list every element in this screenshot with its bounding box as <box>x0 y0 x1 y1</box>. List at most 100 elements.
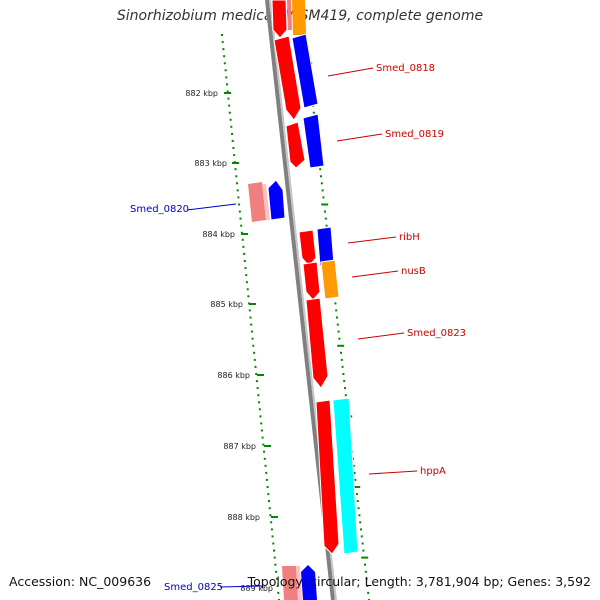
ruler-dot <box>256 387 259 390</box>
leader-nusb <box>351 270 399 278</box>
tick-label-882: 882 kbp <box>185 89 218 98</box>
gene-label-smed-0819[interactable]: Smed_0819 <box>385 129 444 140</box>
ruler-dot <box>236 182 238 185</box>
tick-label-887: 887 kbp <box>223 442 256 451</box>
ruler-dot <box>231 132 233 135</box>
ruler-dot <box>335 309 338 312</box>
gene-label-hppa[interactable]: hppA <box>420 466 446 477</box>
ruler-major-mark <box>337 344 345 347</box>
leader-smed-0825 <box>219 585 263 588</box>
ruler-dot <box>357 507 360 510</box>
ruler-dot <box>356 493 358 496</box>
ruler-dot <box>344 394 347 397</box>
ruler-dot <box>245 274 248 277</box>
gene-smed-0820[interactable] <box>248 179 286 222</box>
gene-nusb[interactable] <box>302 259 340 301</box>
ruler-dot <box>324 210 326 213</box>
ruler-dot <box>244 267 247 270</box>
ruler-dot <box>251 337 254 340</box>
ruler-dot <box>267 493 270 496</box>
tick-label-888: 888 kbp <box>227 513 260 522</box>
ruler-dot <box>336 323 339 326</box>
leader-smed-0818 <box>327 67 374 77</box>
ruler-dot <box>237 196 240 199</box>
tick-label-884: 884 kbp <box>202 230 235 239</box>
gene-label-smed-0820[interactable]: Smed_0820 <box>130 204 189 215</box>
ruler-dot <box>234 168 237 171</box>
ruler-dot <box>223 62 226 65</box>
gene-label-smed-0818[interactable]: Smed_0818 <box>376 63 435 74</box>
ruler-dot <box>321 189 324 192</box>
ruler-dot <box>268 507 271 510</box>
ruler-dot <box>258 401 261 404</box>
ruler-dot <box>260 429 263 432</box>
ruler-dot <box>243 260 246 262</box>
gene-label-ribh[interactable]: ribH <box>399 232 420 243</box>
ruler-dot <box>259 415 262 418</box>
ruler-dot <box>337 330 340 333</box>
ruler-dot <box>325 224 328 227</box>
gene-top-partial[interactable] <box>271 0 306 39</box>
ruler-dot <box>268 500 270 503</box>
ruler-major-mark <box>361 556 369 559</box>
tick-label-886: 886 kbp <box>217 371 250 380</box>
ruler-dot <box>263 457 266 460</box>
gene-smed-0819[interactable] <box>285 113 325 169</box>
ruler-dot <box>352 464 355 467</box>
ruler-dot <box>272 542 275 545</box>
gene-label-nusb[interactable]: nusB <box>401 266 426 277</box>
gene-label-smed-0823[interactable]: Smed_0823 <box>407 328 466 339</box>
ruler-dot <box>228 104 231 107</box>
ruler-dot <box>273 556 276 559</box>
leader-ribh <box>347 236 397 244</box>
ruler-dot <box>255 373 258 375</box>
ruler-dot <box>322 196 325 199</box>
ruler-dot <box>340 351 342 354</box>
gene-hppa[interactable] <box>315 397 359 555</box>
ruler-dot <box>239 217 242 220</box>
ruler-dot <box>264 464 267 467</box>
tick-label-889: 889 kbp <box>240 584 273 593</box>
ruler-dot <box>364 563 366 566</box>
ruler-major-mark <box>321 203 329 206</box>
ruler-dot <box>238 203 241 206</box>
ruler-dot <box>222 48 225 51</box>
ruler-dot <box>260 422 263 425</box>
ruler-ticks: 882 kbp 883 kbp 884 kbp 885 kbp 886 kbp … <box>185 89 278 593</box>
accession-text: Accession: NC_009636 <box>9 574 152 589</box>
ruler-dot <box>227 97 230 100</box>
ruler-dot <box>340 358 343 361</box>
ruler-dot <box>334 302 337 305</box>
gene-smed-0818[interactable] <box>273 33 319 121</box>
ruler-dot <box>240 224 243 227</box>
gene-ribh[interactable] <box>298 226 335 267</box>
ruler-dot <box>253 358 256 361</box>
genome-summary-text: Topology: circular; Length: 3,781,904 bp… <box>247 574 591 589</box>
ruler-dot <box>258 408 261 411</box>
ruler-dot <box>275 577 278 580</box>
tick-label-883: 883 kbp <box>194 159 227 168</box>
ruler-dot <box>247 295 250 298</box>
ruler-dot <box>362 549 365 552</box>
gene-label-smed-0825[interactable]: Smed_0825 <box>164 582 223 593</box>
ruler-dot <box>356 500 359 503</box>
ruler-dot <box>366 584 369 587</box>
gene-smed-0823[interactable] <box>305 297 329 389</box>
leader-smed-0823 <box>357 332 405 340</box>
ruler-dot <box>354 478 357 481</box>
ruler-dot <box>226 83 228 86</box>
ruler-dot <box>266 486 269 488</box>
ruler-dot <box>233 154 236 157</box>
leader-smed-0819 <box>336 133 383 142</box>
tick-label-885: 885 kbp <box>210 300 243 309</box>
ruler-dot <box>312 111 315 114</box>
ruler-dot <box>359 521 362 524</box>
gene-smed-0825[interactable] <box>282 565 317 600</box>
ruler-dot <box>360 528 362 531</box>
ruler-dot <box>319 168 322 171</box>
ruler-dot <box>250 330 253 333</box>
ruler-dot <box>229 118 232 121</box>
ruler-dot <box>344 387 346 390</box>
ruler-dot <box>270 521 273 524</box>
